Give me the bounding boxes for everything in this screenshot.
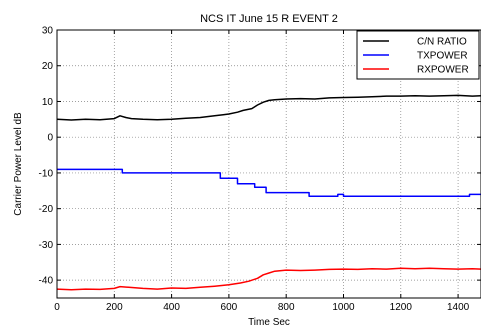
y-tick-label: 0 (47, 133, 53, 144)
chart-title: NCS IT June 15 R EVENT 2 (200, 13, 338, 25)
y-tick-label: -10 (39, 168, 54, 179)
x-tick-label: 400 (163, 302, 180, 313)
x-tick-label: 600 (221, 302, 238, 313)
y-tick-label: -20 (39, 204, 54, 215)
x-tick-label: 200 (106, 302, 123, 313)
y-tick-label: 30 (42, 26, 54, 37)
x-tick-label: 1400 (447, 302, 470, 313)
x-tick-label: 1200 (390, 302, 413, 313)
series-line-txpower (57, 168, 481, 197)
y-tick-label: 20 (42, 61, 54, 72)
series-line-c-n-ratio (56, 94, 481, 121)
y-axis-label: Carrier Power Level dB (13, 112, 24, 216)
x-axis-label: Time Sec (248, 317, 290, 327)
series-group (56, 94, 481, 291)
legend-label-rxpower: RXPOWER (417, 65, 469, 76)
legend-label-c-n-ratio: C/N RATIO (417, 37, 467, 48)
y-tick-label: -30 (39, 240, 54, 251)
plot-frame (56, 29, 481, 299)
legend: C/N RATIO TXPOWER RXPOWER (356, 30, 480, 80)
series-line-rxpower (56, 267, 481, 291)
axis-ticks: 0 200 400 600 800 1000 1200 1400 -40 -30 -20 -10 0 10… (39, 26, 481, 313)
y-tick-label: -40 (39, 276, 54, 287)
legend-label-txpower: TXPOWER (417, 51, 468, 62)
x-tick-label: 0 (54, 302, 60, 313)
x-tick-label: 1000 (332, 302, 355, 313)
x-tick-label: 800 (278, 302, 295, 313)
y-tick-label: 10 (42, 97, 54, 108)
